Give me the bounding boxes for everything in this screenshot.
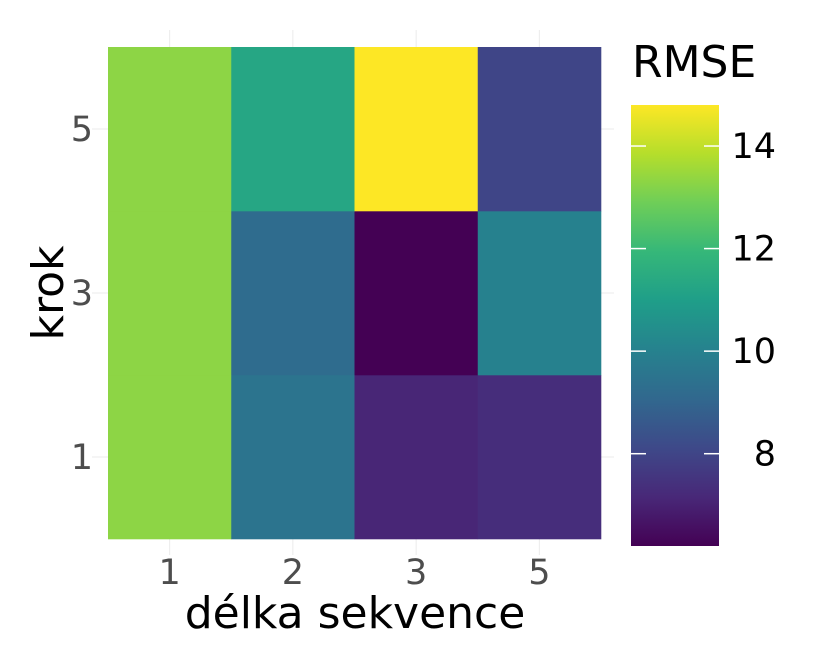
heatmap-cell-5-5	[477, 47, 602, 212]
legend-tick-label: 10	[731, 332, 776, 372]
heatmap-cells	[108, 47, 602, 540]
heatmap-cell-2-3	[231, 211, 355, 376]
legend-title: RMSE	[632, 37, 756, 88]
y-tick-label: 5	[71, 110, 93, 150]
x-tick-labels: 1 2 3 5	[158, 553, 550, 593]
heatmap-cell-3-5	[354, 47, 479, 212]
x-tick-label: 3	[405, 553, 427, 593]
heatmap-cell-3-1	[354, 375, 479, 540]
y-tick-label: 1	[71, 438, 93, 478]
x-tick-label: 1	[158, 553, 180, 593]
legend-tick-label: 14	[731, 127, 776, 167]
x-tick-label: 2	[282, 553, 304, 593]
heatmap-cell-1-5	[108, 47, 232, 212]
y-tick-label: 3	[71, 274, 93, 314]
heatmap-cell-1-1	[108, 375, 232, 540]
legend-tick-label: 12	[731, 230, 776, 270]
legend-ticks: 8 10 12 14	[631, 127, 776, 475]
x-axis-title: délka sekvence	[185, 588, 526, 639]
heatmap-cell-5-1	[477, 375, 602, 540]
x-tick-label: 5	[528, 553, 550, 593]
heatmap-cell-2-5	[231, 47, 355, 212]
heatmap-cell-1-3	[108, 211, 232, 376]
heatmap-cell-2-1	[231, 375, 355, 540]
y-axis-title: krok	[23, 245, 74, 341]
heatmap-cell-5-3	[477, 211, 602, 376]
colorbar	[631, 105, 719, 546]
color-legend: RMSE 8 10 12 14	[631, 37, 776, 546]
y-tick-labels: 1 3 5	[71, 110, 93, 478]
legend-tick-label: 8	[754, 435, 776, 475]
heatmap-cell-3-3	[354, 211, 479, 376]
